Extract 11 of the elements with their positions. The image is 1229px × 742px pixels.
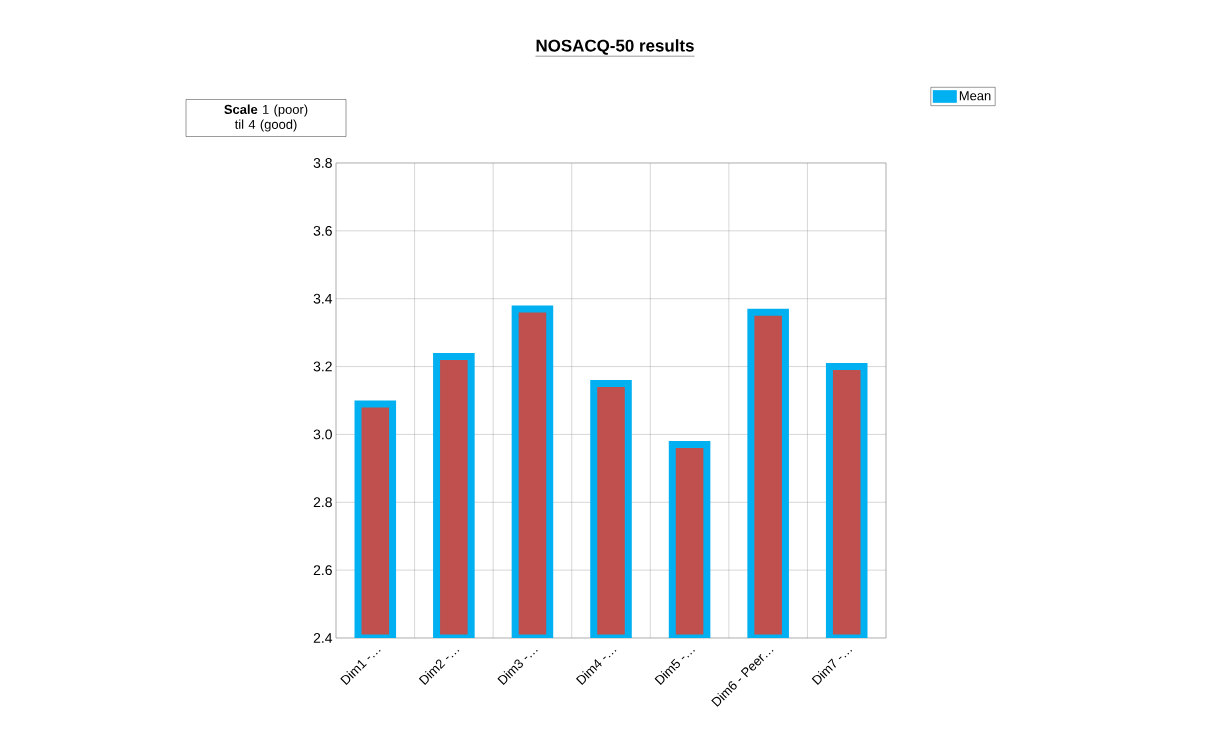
y-tick-label: 3.6 — [313, 225, 332, 236]
text: Scale 1 (poor) til 4 (good) — [224, 104, 308, 132]
y-tick-label: 3.0 — [313, 429, 332, 440]
chart-title: NOSACQ-50 results — [536, 39, 694, 55]
y-tick-label: 3.4 — [313, 293, 333, 304]
legend-label: Mean — [959, 91, 991, 101]
y-tick-label: 3.8 — [313, 158, 332, 168]
y-tick-label: 2.6 — [313, 565, 332, 576]
y-tick-label: 3.2 — [313, 361, 332, 372]
y-tick-label: 2.4 — [313, 633, 333, 643]
y-tick-label: 2.8 — [313, 497, 332, 508]
